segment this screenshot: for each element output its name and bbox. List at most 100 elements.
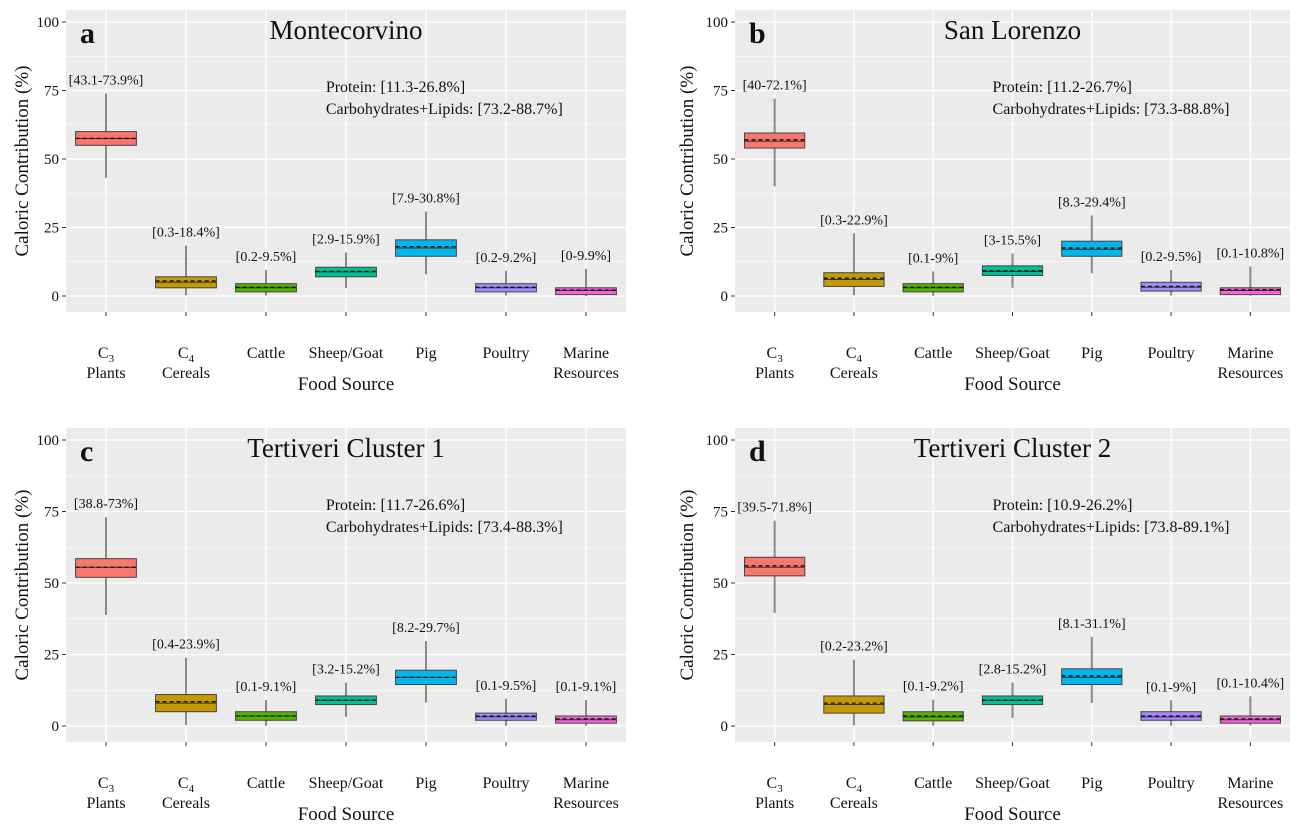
x-tick-label: C3	[767, 775, 784, 795]
box-3: [3.2-15.2%]	[312, 663, 380, 717]
x-tick-label-line2: Cereals	[830, 795, 878, 812]
range-label: [0.2-9.2%]	[476, 251, 537, 266]
x-tick-label-main: Sheep/Goat	[975, 775, 1050, 792]
box-2: [0.1-9.2%]	[902, 680, 964, 726]
protein-annotation: Protein: [11.3-26.8%]	[326, 79, 465, 96]
box-1: [0.2-23.2%]	[820, 640, 888, 726]
y-tick-label: 0	[52, 719, 60, 735]
box-3: [3-15.5%]	[981, 234, 1044, 288]
y-tick-label: 25	[713, 221, 728, 237]
x-tick-label-subscript: 4	[189, 353, 195, 365]
panel-letter: b	[749, 17, 766, 50]
chart-panel-a: 0 25 50 75 100 Caloric Contribution (%) [43.1-…	[12, 10, 626, 395]
x-tick-label-main: Poultry	[1148, 775, 1195, 792]
range-label: [8.2-29.7%]	[392, 621, 460, 636]
y-tick-label: 25	[44, 221, 59, 237]
x-tick-label-line2: Plants	[755, 795, 794, 812]
x-tick-label-subscript: 3	[109, 353, 115, 365]
x-tick-label: Poultry	[1148, 345, 1195, 362]
range-label: [0.1-9.5%]	[476, 679, 537, 694]
x-tick-label-main: Marine	[1227, 775, 1273, 792]
y-tick-label: 25	[44, 648, 59, 664]
chart-title: Tertiveri Cluster 1	[247, 433, 445, 463]
x-tick-label-main: Marine	[1227, 345, 1273, 362]
range-label: [3.2-15.2%]	[312, 663, 380, 678]
x-axis-title: Food Source	[964, 374, 1061, 395]
range-label: [8.1-31.1%]	[1058, 617, 1126, 632]
range-label: [0.3-22.9%]	[820, 213, 888, 228]
x-tick-label-main: Pig	[1081, 345, 1102, 362]
x-tick-label-line2: Resources	[1217, 365, 1283, 382]
x-tick-label: C4	[178, 775, 195, 795]
y-tick-label: 25	[713, 648, 728, 664]
x-tick-label-main: Poultry	[1148, 345, 1195, 362]
box-5: [0.1-9%]	[1140, 680, 1202, 726]
range-label: [38.8-73%]	[74, 497, 138, 512]
x-tick-label-main: Poultry	[482, 345, 529, 362]
x-axis-title: Food Source	[298, 374, 395, 395]
box-6: [0.1-10.4%]	[1217, 676, 1285, 726]
x-tick-label-main: Marine	[563, 775, 609, 792]
box-1: [0.3-18.4%]	[152, 226, 220, 296]
x-tick-label-line2: Plants	[755, 365, 794, 382]
range-label: [0.1-10.4%]	[1217, 676, 1285, 691]
x-tick-label: Pig	[415, 345, 436, 362]
y-tick-label: 0	[52, 289, 60, 305]
chart-panel-c: 0 25 50 75 100 Caloric Contribution (%) [38.8-…	[12, 428, 626, 825]
range-label: [40-72.1%]	[743, 78, 807, 93]
range-label: [0.2-23.2%]	[820, 640, 888, 655]
y-tick-label: 75	[713, 84, 728, 100]
x-tick-label-line2: Cereals	[830, 365, 878, 382]
x-tick-label: C4	[846, 345, 863, 365]
y-tick-label: 100	[37, 433, 60, 449]
x-tick-label: Sheep/Goat	[309, 775, 384, 792]
box-5: [0.2-9.5%]	[1140, 250, 1202, 296]
box-0: [39.5-71.8%]	[737, 501, 812, 614]
box-4: [8.3-29.4%]	[1058, 195, 1126, 274]
box-1: [0.3-22.9%]	[820, 213, 888, 296]
range-label: [43.1-73.9%]	[69, 74, 144, 89]
carbs-annotation: Carbohydrates+Lipids: [73.4-88.3%]	[326, 519, 563, 536]
x-tick-label: Marine	[563, 775, 609, 792]
y-tick-label: 75	[713, 505, 728, 521]
x-tick-label: C3	[98, 345, 115, 365]
x-tick-label-subscript: 3	[777, 783, 783, 795]
x-tick-label-main: Marine	[563, 345, 609, 362]
x-tick-label-line2: Resources	[553, 365, 619, 382]
box-body	[1219, 287, 1281, 296]
x-tick-label-main: C	[846, 345, 857, 362]
y-tick-label: 50	[44, 576, 59, 592]
range-label: [2.8-15.2%]	[979, 663, 1047, 678]
x-tick-label-subscript: 3	[109, 783, 115, 795]
range-label: [0.1-9%]	[908, 251, 958, 266]
box-1: [0.4-23.9%]	[152, 638, 220, 725]
x-tick-label-main: C	[178, 345, 189, 362]
y-tick-label: 100	[706, 15, 729, 31]
chart-title: Montecorvino	[270, 15, 423, 45]
x-tick-label: Marine	[1227, 345, 1273, 362]
x-tick-label-main: Pig	[1081, 775, 1102, 792]
x-tick-label-main: C	[98, 775, 109, 792]
box-body	[1061, 668, 1123, 686]
y-tick-label: 100	[37, 15, 60, 31]
y-tick-label: 50	[713, 576, 728, 592]
box-2: [0.1-9.1%]	[235, 680, 297, 726]
box-4: [8.2-29.7%]	[392, 621, 460, 703]
x-tick-label: Poultry	[482, 345, 529, 362]
range-label: [0.2-9.5%]	[236, 250, 297, 265]
x-tick-label: Cattle	[247, 775, 285, 792]
x-tick-label: Poultry	[1148, 775, 1195, 792]
range-label: [3-15.5%]	[984, 234, 1041, 249]
x-tick-label-main: Sheep/Goat	[309, 345, 384, 362]
x-tick-label-main: Cattle	[914, 775, 952, 792]
x-tick-label-main: C	[98, 345, 109, 362]
box-6: [0.1-10.8%]	[1217, 246, 1284, 296]
range-label: [0.1-9.2%]	[903, 680, 964, 695]
x-tick-label-subscript: 4	[857, 783, 863, 795]
x-tick-label-subscript: 4	[189, 783, 195, 795]
protein-annotation: Protein: [11.2-26.7%]	[993, 79, 1132, 96]
panel-letter: c	[80, 435, 93, 468]
x-tick-label: Marine	[1227, 775, 1273, 792]
carbs-annotation: Carbohydrates+Lipids: [73.3-88.8%]	[993, 101, 1230, 118]
x-tick-label-subscript: 3	[777, 353, 783, 365]
